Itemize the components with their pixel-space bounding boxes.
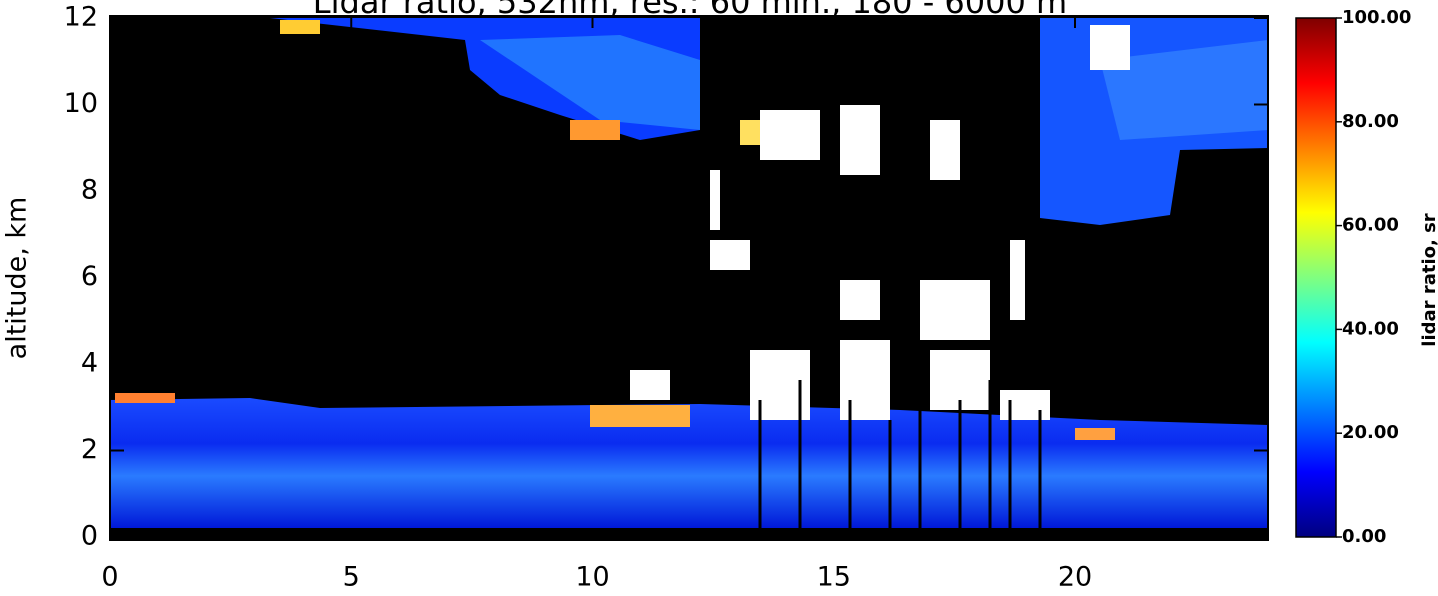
y-tick-label: 2 xyxy=(81,434,98,465)
heatmap xyxy=(110,16,1268,540)
colorbar-tick-label: 60.00 xyxy=(1342,215,1399,236)
x-tick-label: 15 xyxy=(817,562,851,593)
y-tick-label: 6 xyxy=(81,261,98,292)
colorbar-tick-label: 40.00 xyxy=(1342,318,1399,339)
colorbar xyxy=(1295,17,1337,538)
colorbar-tick-label: 100.00 xyxy=(1342,7,1411,28)
colorbar-label: lidar ratio, sr xyxy=(1419,213,1438,346)
y-tick-label: 0 xyxy=(81,521,98,552)
y-tick-label: 12 xyxy=(64,2,98,33)
y-tick-label: 8 xyxy=(81,175,98,206)
y-axis-label: altitude, km xyxy=(2,197,33,360)
colorbar-tick-label: 20.00 xyxy=(1342,422,1399,443)
x-tick-label: 20 xyxy=(1058,562,1092,593)
x-tick-label: 5 xyxy=(343,562,360,593)
colorbar-tick-label: 0.00 xyxy=(1342,526,1386,547)
y-tick-label: 4 xyxy=(81,348,98,379)
y-tick-label: 10 xyxy=(64,88,98,119)
x-tick-label: 0 xyxy=(101,562,118,593)
x-tick-label: 10 xyxy=(575,562,609,593)
colorbar-tick-label: 80.00 xyxy=(1342,111,1399,132)
